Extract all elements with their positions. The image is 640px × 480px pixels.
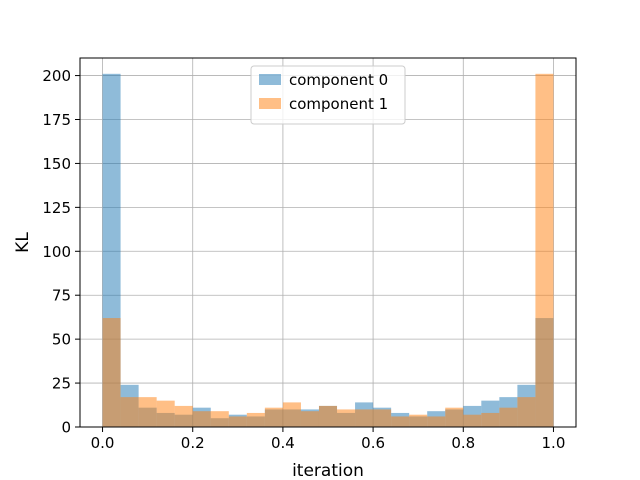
histogram-bar	[355, 409, 374, 427]
x-axis-ticks: 0.0 0.2 0.4 0.6 0.8 1.0	[91, 427, 566, 452]
histogram-bar	[391, 416, 410, 427]
x-tick-label: 0.2	[181, 434, 205, 452]
legend-swatch	[259, 74, 281, 85]
histogram-bars	[102, 73, 554, 428]
y-tick-label: 175	[42, 111, 71, 129]
histogram-bar	[499, 407, 518, 427]
legend-label: component 1	[289, 95, 388, 113]
y-tick-label: 150	[42, 155, 71, 173]
legend-label: component 0	[289, 71, 388, 89]
histogram-bar	[228, 416, 247, 427]
histogram-bar	[246, 412, 265, 427]
y-tick-label: 75	[52, 287, 71, 305]
y-tick-label: 25	[52, 375, 71, 393]
x-tick-label: 0.8	[451, 434, 475, 452]
histogram-bar	[445, 407, 464, 427]
x-tick-label: 0.4	[271, 434, 295, 452]
histogram-bar	[463, 414, 482, 427]
histogram-bar	[264, 407, 283, 427]
series-1-bars	[102, 73, 554, 428]
histogram-bar	[138, 397, 157, 427]
histogram-bar	[373, 409, 392, 427]
x-tick-label: 0.0	[91, 434, 115, 452]
histogram-bar	[337, 409, 356, 427]
x-tick-label: 0.6	[361, 434, 385, 452]
histogram-bar	[517, 397, 536, 427]
plot-frame	[79, 57, 577, 428]
y-tick-label: 0	[61, 419, 71, 437]
x-tick-label: 1.0	[542, 434, 566, 452]
histogram-bar	[300, 411, 319, 427]
histogram-bar	[156, 400, 175, 427]
histogram-bar	[192, 411, 211, 427]
y-axis-label: KL	[13, 232, 33, 253]
histogram-bar	[481, 412, 500, 427]
x-axis-label: iteration	[292, 461, 364, 480]
histogram-bar	[120, 397, 139, 427]
histogram-bar	[409, 414, 428, 427]
histogram-bar	[535, 73, 554, 428]
histogram-bar	[210, 411, 229, 427]
legend-swatch	[259, 98, 281, 109]
y-tick-label: 125	[42, 199, 71, 217]
legend-box	[250, 65, 406, 125]
y-tick-label: 50	[52, 331, 71, 349]
histogram-bar	[102, 318, 121, 427]
histogram-bar	[282, 402, 301, 427]
legend: component 0 component 1	[250, 65, 406, 125]
histogram-bar	[318, 405, 338, 427]
y-tick-label: 100	[42, 243, 71, 261]
histogram-bar	[174, 405, 193, 427]
y-tick-label: 200	[42, 67, 71, 85]
y-axis-ticks: 0 25 50 75 100 125 150 175 200	[42, 67, 80, 437]
histogram-bar	[427, 416, 446, 427]
